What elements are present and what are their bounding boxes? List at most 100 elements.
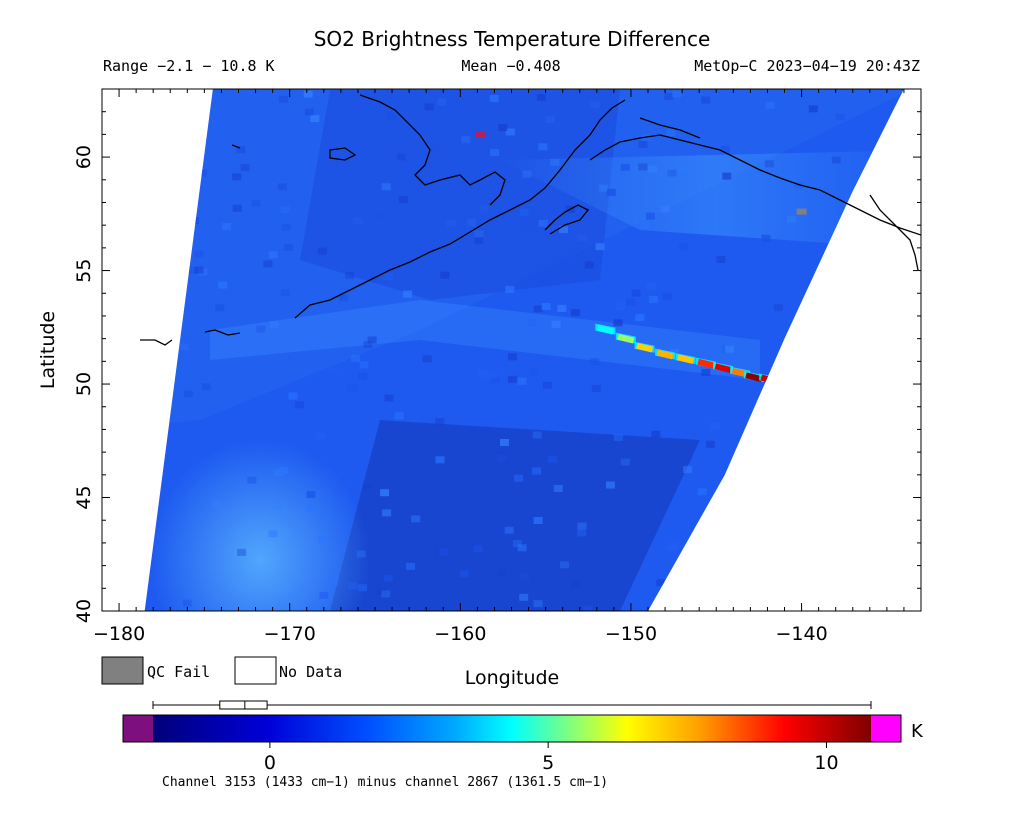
texture-pixel [538, 219, 548, 227]
texture-pixel [383, 574, 393, 582]
texture-pixel [553, 485, 563, 492]
texture-pixel [183, 390, 193, 398]
colorbar-caption: Channel 3153 (1433 cm−1) minus channel 2… [162, 775, 608, 790]
texture-pixel [606, 188, 616, 196]
texture-pixel [701, 96, 711, 104]
x-axis: −180 −170 −160 −150 −140 [93, 89, 922, 645]
texture-pixel [532, 431, 542, 439]
texture-pixel [831, 156, 841, 164]
texture-pixel [240, 164, 250, 172]
texture-pixel [656, 579, 666, 587]
texture-pixel [316, 432, 326, 440]
texture-pixel [835, 113, 845, 121]
texture-pixel [533, 600, 543, 608]
texture-pixel [490, 376, 500, 384]
texture-pixel [522, 170, 532, 178]
plume-pixel-1 [617, 333, 635, 344]
qc-fail-pixels [475, 131, 807, 215]
texture-pixel [251, 199, 261, 207]
chart-title: SO2 Brightness Temperature Difference [314, 27, 711, 51]
texture-pixel [280, 205, 290, 213]
texture-pixel [616, 303, 626, 311]
texture-pixel [508, 353, 517, 361]
plume-pixel-8 [745, 372, 763, 383]
texture-pixel [303, 90, 313, 98]
texture-pixel [256, 325, 266, 333]
texture-pixel [180, 343, 190, 351]
texture-pixel [381, 183, 391, 191]
satellite-time-text: MetOp−C 2023−04−19 20:43Z [694, 57, 920, 75]
texture-pixel [620, 163, 630, 171]
texture-pixel [724, 345, 734, 353]
texture-pixel [662, 293, 672, 301]
texture-pixel [527, 319, 537, 327]
texture-pixel [222, 223, 231, 230]
texture-pixel [182, 599, 192, 607]
texture-pixel [435, 418, 445, 426]
texture-pixel [631, 289, 641, 297]
texture-pixel [305, 504, 315, 512]
texture-pixel [396, 153, 406, 161]
texture-pixel [446, 219, 456, 227]
texture-pixel [424, 103, 434, 111]
texture-pixel [351, 354, 361, 362]
texture-pixel [353, 217, 363, 225]
texture-pixel [672, 90, 682, 98]
texture-pixel [473, 545, 483, 553]
texture-pixel [279, 95, 288, 103]
texture-pixel [505, 285, 515, 293]
texture-pixel [533, 305, 543, 313]
texture-pixel [386, 113, 396, 121]
texture-pixel [532, 467, 541, 475]
iqr-box [219, 700, 268, 710]
texture-pixel [232, 173, 242, 181]
texture-pixel [651, 430, 661, 438]
colorbar-gradient [153, 715, 871, 742]
texture-pixel [306, 603, 316, 611]
x-tick-label: −170 [264, 623, 316, 645]
texture-pixel [288, 392, 298, 400]
texture-pixel [517, 377, 527, 385]
texture-pixel [519, 593, 529, 601]
colorbar-over [871, 715, 901, 742]
texture-pixel [550, 158, 560, 166]
coastline [140, 94, 921, 346]
qc-fail-pixel [796, 208, 807, 215]
texture-pixel [551, 320, 561, 328]
texture-pixel [279, 466, 289, 474]
texture-pixel [794, 182, 804, 190]
texture-pixel [591, 385, 601, 392]
texture-pixel [614, 434, 623, 441]
texture-pixel [808, 105, 818, 113]
texture-pixel [648, 295, 658, 303]
texture-pixel [722, 172, 732, 180]
colorbar-under [123, 715, 153, 742]
texture-pixel [667, 169, 677, 177]
texture-pixel [358, 372, 368, 380]
no-data-swatch [234, 656, 277, 685]
texture-pixel [533, 517, 543, 524]
swath-dark-north [300, 90, 620, 300]
texture-pixel [542, 381, 552, 389]
texture-pixel [701, 368, 711, 376]
texture-pixel [435, 456, 445, 464]
texture-pixel [660, 205, 670, 213]
texture-pixel [384, 273, 394, 281]
texture-pixel [705, 440, 715, 448]
texture-pixel [883, 90, 892, 97]
texture-pixel [281, 223, 291, 231]
swath-light-band [500, 150, 904, 250]
texture-pixel [497, 569, 507, 577]
texture-pixel [490, 149, 500, 156]
texture-pixel [584, 261, 594, 269]
texture-pixel [683, 466, 692, 474]
texture-pixel [194, 266, 204, 274]
plume-pixel-6 [714, 363, 732, 374]
texture-pixel [280, 289, 290, 297]
texture-pixel [439, 548, 448, 556]
coastline-panhandle [869, 194, 919, 271]
texture-pixel [358, 584, 367, 592]
texture-pixel [377, 588, 387, 596]
texture-pixel [536, 93, 546, 101]
